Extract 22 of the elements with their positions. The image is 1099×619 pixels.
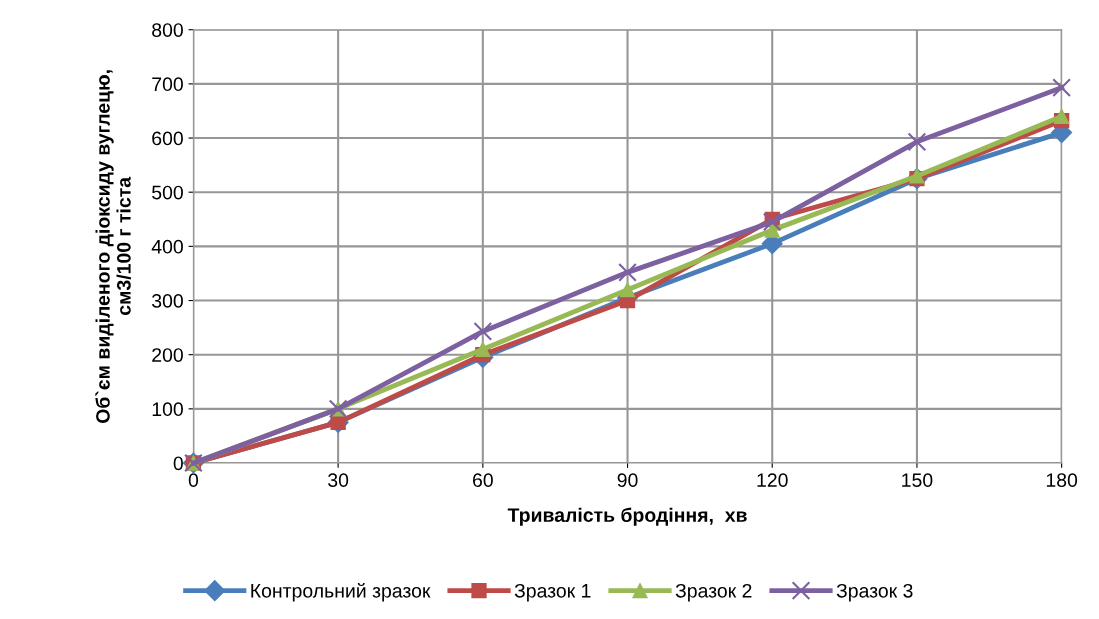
x-tick-label: 90 xyxy=(617,473,638,488)
x-tick-label: 0 xyxy=(188,473,199,488)
legend-label: Зразок 3 xyxy=(836,583,913,602)
legend-label: Контрольний зразок xyxy=(251,583,431,602)
y-tick-label: 800 xyxy=(152,23,183,37)
y-tick-label: 200 xyxy=(152,348,183,362)
legend-label: Зразок 2 xyxy=(675,583,752,602)
y-tick-label: 100 xyxy=(152,402,183,417)
x-tick-label: 150 xyxy=(902,473,933,488)
y-tick-label: 500 xyxy=(152,185,183,200)
y-axis-title: Об`єм виділеного діоксиду вуглецю, см3/100 г тіста xyxy=(95,70,131,423)
y-tick-label: 0 xyxy=(173,456,183,471)
x-tick-label: 60 xyxy=(473,473,493,488)
x-tick-label: 180 xyxy=(1046,473,1078,488)
legend-label: Зразок 1 xyxy=(514,583,591,602)
y-tick-label: 700 xyxy=(152,77,183,92)
x-axis-title: Тривалість бродіння, хв xyxy=(507,507,747,526)
y-tick-label: 400 xyxy=(151,239,183,254)
x-tick-label: 120 xyxy=(757,473,788,488)
x-tick-label: 30 xyxy=(328,473,349,488)
y-tick-label: 600 xyxy=(152,131,183,146)
y-tick-label: 300 xyxy=(152,293,183,308)
